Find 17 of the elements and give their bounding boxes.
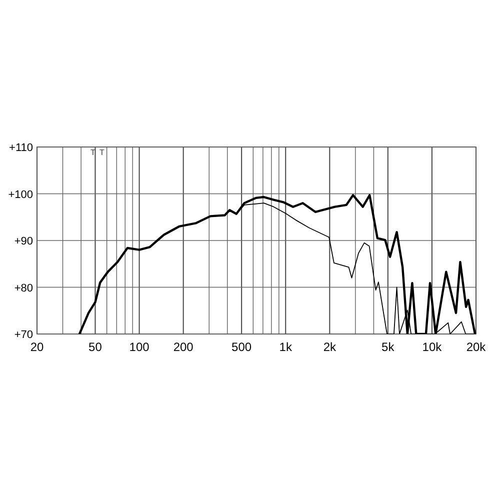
y-tick-label: +80 (14, 282, 33, 294)
annotation: T (90, 148, 96, 157)
x-tick-label: 1k (279, 340, 293, 354)
y-tick-label: +110 (9, 142, 33, 154)
x-tick-label: 2k (323, 340, 337, 354)
y-tick-label: +100 (8, 188, 33, 201)
x-tick-label: 500 (232, 340, 252, 354)
x-tick-label: 10k (422, 340, 443, 354)
x-tick-label: 20 (30, 340, 44, 354)
x-tick-label: 5k (382, 340, 396, 354)
x-tick-label: 100 (129, 340, 150, 354)
y-tick-label: +90 (14, 236, 33, 248)
annotation: T (100, 148, 105, 157)
x-tick-label: 20k (466, 340, 487, 354)
y-tick-label: +70 (14, 329, 33, 341)
x-tick-label: 200 (173, 340, 194, 354)
x-tick-label: 50 (88, 340, 102, 354)
